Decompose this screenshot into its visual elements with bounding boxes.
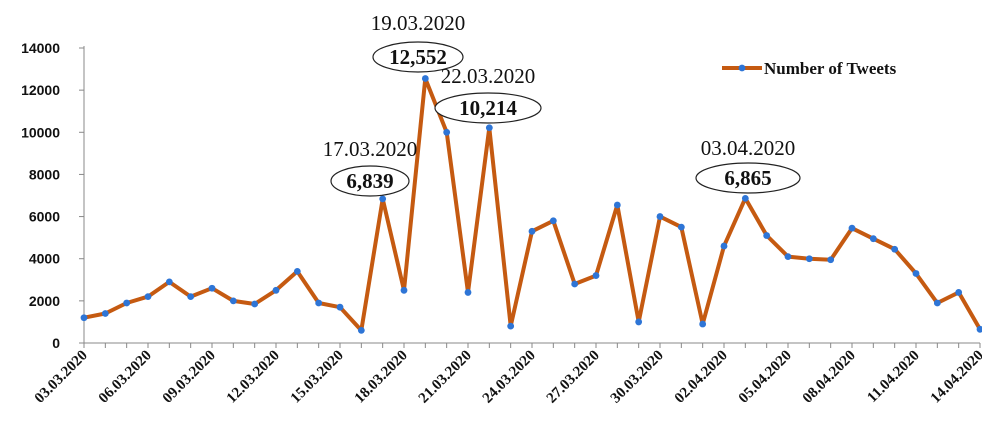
x-tick-label: 06.03.2020 xyxy=(96,348,155,407)
legend-label: Number of Tweets xyxy=(764,59,897,78)
data-point xyxy=(571,280,579,288)
annotation-ellipse xyxy=(372,41,464,73)
y-tick-label: 2000 xyxy=(29,293,60,309)
y-tick-label: 8000 xyxy=(29,166,60,182)
x-tick-label: 27.03.2020 xyxy=(544,348,603,407)
annotation-date: 22.03.2020 xyxy=(441,64,536,88)
data-point xyxy=(208,284,216,292)
x-tick-label: 08.04.2020 xyxy=(800,348,859,407)
data-point xyxy=(891,245,899,253)
annotation-ellipse xyxy=(695,162,801,194)
data-point xyxy=(805,255,813,263)
annotation-ellipse xyxy=(330,165,410,197)
x-tick-label: 12.03.2020 xyxy=(224,348,283,407)
data-point xyxy=(251,300,259,308)
x-tick-label: 03.03.2020 xyxy=(32,348,91,407)
data-point xyxy=(464,289,472,296)
data-point xyxy=(80,314,88,322)
data-point xyxy=(123,299,131,307)
y-tick-label: 10000 xyxy=(21,124,60,140)
annotation-value: 10,214 xyxy=(459,96,517,120)
annotation-date: 03.04.2020 xyxy=(701,136,796,160)
data-point xyxy=(592,272,600,279)
legend: Number of Tweets xyxy=(722,59,897,78)
series-layer xyxy=(80,75,982,334)
data-point xyxy=(976,325,982,333)
data-point xyxy=(357,326,365,334)
y-tick-label: 0 xyxy=(52,335,60,351)
annotation-date: 17.03.2020 xyxy=(323,137,418,161)
data-point xyxy=(741,194,749,202)
annotation-value: 12,552 xyxy=(389,45,447,69)
x-tick-label: 30.03.2020 xyxy=(608,348,667,407)
data-point xyxy=(400,286,408,294)
annotation-date: 19.03.2020 xyxy=(371,11,466,35)
data-point xyxy=(549,217,557,225)
y-tick-label: 14000 xyxy=(21,40,60,56)
data-point xyxy=(443,128,451,136)
data-point xyxy=(293,267,301,275)
data-point xyxy=(677,223,685,231)
x-tick-label: 11.04.2020 xyxy=(864,348,922,406)
x-tick-label: 05.04.2020 xyxy=(736,348,795,407)
y-axis: 0 2000 4000 6000 8000 10000 12000 14000 xyxy=(21,40,85,351)
x-tick-label: 15.03.2020 xyxy=(288,348,347,407)
data-point xyxy=(485,124,493,132)
x-tick-label: 24.03.2020 xyxy=(480,348,539,407)
x-tick-label: 21.03.2020 xyxy=(416,348,475,407)
data-point xyxy=(379,195,387,203)
data-point xyxy=(933,299,941,307)
data-point xyxy=(763,232,771,239)
annotation-layer: 6,839 17.03.2020 12,552 19.03.2020 10,214 22.… xyxy=(323,11,801,197)
y-tick-label: 6000 xyxy=(29,209,60,225)
data-point xyxy=(827,256,835,264)
data-point xyxy=(421,75,429,82)
data-point xyxy=(336,303,344,311)
data-point xyxy=(272,286,280,294)
data-point xyxy=(656,213,664,220)
legend-marker-swatch xyxy=(738,64,746,72)
y-tick-label: 4000 xyxy=(29,251,60,267)
x-axis: 03.03.2020 06.03.2020 09.03.2020 12.03.2020… xyxy=(32,342,982,407)
data-point xyxy=(720,242,728,250)
x-tick-label: 14.04.2020 xyxy=(928,348,982,407)
data-point xyxy=(315,299,323,307)
data-point xyxy=(699,320,707,328)
data-point xyxy=(101,310,109,317)
data-point xyxy=(507,322,515,330)
annotation-value: 6,865 xyxy=(724,166,771,190)
x-tick-label: 02.04.2020 xyxy=(672,348,731,407)
data-point xyxy=(187,293,195,301)
data-point xyxy=(528,227,536,235)
data-point xyxy=(912,270,920,277)
data-point xyxy=(613,201,621,209)
data-point xyxy=(955,289,963,296)
data-point xyxy=(165,278,173,286)
annotation-ellipse xyxy=(434,92,542,124)
data-point xyxy=(869,235,877,243)
x-tick-label: 09.03.2020 xyxy=(160,348,219,407)
annotation-value: 6,839 xyxy=(346,169,393,193)
data-point xyxy=(144,293,152,301)
x-tick-label: 18.03.2020 xyxy=(352,348,411,407)
y-tick-label: 12000 xyxy=(21,82,60,98)
data-point xyxy=(848,224,856,232)
data-point xyxy=(229,297,237,305)
data-point xyxy=(784,253,792,261)
data-point xyxy=(635,318,643,326)
